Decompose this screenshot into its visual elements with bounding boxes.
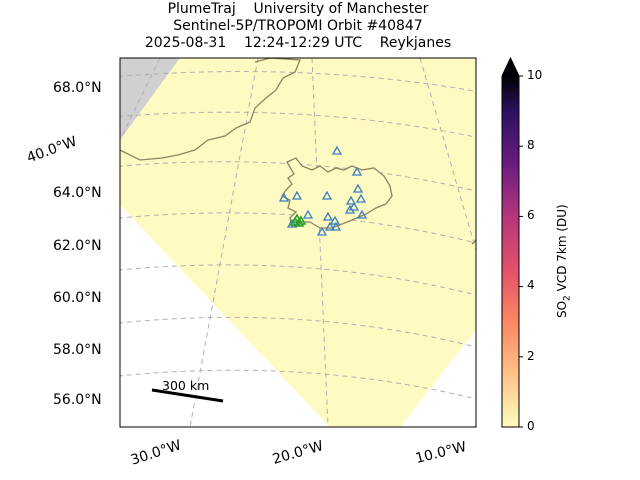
lat-label-62: 62.0°N [53, 238, 102, 254]
graticule-lon-10a [419, 58, 476, 251]
graticule-lat-62 [120, 212, 476, 244]
colorbar-tick-marks [519, 75, 523, 428]
volcano-marker [322, 211, 334, 221]
graticule-lat-56 [120, 369, 476, 400]
colorbar-label-suffix: VCD 7km (DU) [555, 204, 569, 296]
volcano-marker [316, 226, 328, 236]
graticule-lat-58 [120, 316, 476, 348]
volcano-markers [278, 145, 368, 236]
title-line-1: PlumeTraj University of Manchester [167, 1, 429, 17]
volcano-marker [291, 190, 303, 200]
lat-label-60: 60.0°N [53, 290, 102, 306]
volcano-marker [330, 221, 342, 231]
scale-bar-label: 300 km [162, 378, 209, 393]
volcano-marker [286, 218, 298, 228]
graticule-lat-64 [120, 161, 476, 192]
graticule-lon-40 [120, 58, 161, 141]
volcano-marker [352, 183, 364, 193]
volcano-marker [331, 145, 343, 155]
vent-markers [289, 213, 307, 227]
greenland-coastline [120, 58, 301, 161]
lat-label-64: 64.0°N [53, 185, 102, 201]
graticule-lon-20 [311, 58, 329, 427]
map-frame [119, 57, 477, 428]
colorbar-tick-2: 2 [527, 349, 535, 363]
title-line-2: Sentinel-5P/TROPOMI Orbit #40847 [173, 18, 423, 34]
scale-bar [151, 388, 224, 403]
volcano-marker [355, 193, 367, 203]
map-area: 300 km [120, 58, 476, 427]
volcano-marker [278, 192, 290, 202]
colorbar-tick-8: 8 [527, 138, 535, 152]
colorbar-extend-arrow [502, 58, 519, 76]
lat-label-68: 68.0°N [53, 80, 102, 96]
colorbar-tick-6: 6 [527, 208, 535, 222]
satellite-swath [120, 58, 476, 427]
volcano-marker [344, 204, 356, 214]
lat-label-58: 58.0°N [53, 342, 102, 358]
volcano-marker [345, 195, 357, 205]
colorbar-tick-4: 4 [527, 278, 535, 292]
volcano-marker [356, 209, 368, 219]
volcano-marker [324, 221, 336, 231]
colorbar-tick-0: 0 [527, 419, 535, 433]
vent-marker [289, 216, 301, 226]
title-line-3: 2025-08-31 12:24-12:29 UTC Reykjanes [144, 35, 452, 51]
colorbar-label: SO2 VCD 7km (DU) [555, 204, 572, 318]
faroe-coastline [471, 239, 476, 245]
volcano-marker [351, 166, 363, 176]
colorbar-gradient [502, 76, 519, 427]
colorbar-label-sub: 2 [562, 295, 573, 301]
colorbar-label-prefix: SO [555, 300, 569, 318]
graticule [120, 58, 476, 427]
volcano-marker [302, 209, 314, 219]
colorbar-tick-10: 10 [527, 68, 543, 82]
lat-label-56: 56.0°N [53, 392, 102, 408]
volcano-marker [348, 201, 360, 211]
graticule-lat-60 [120, 264, 476, 296]
volcano-marker [321, 190, 333, 200]
colorbar-frame [501, 56, 520, 428]
